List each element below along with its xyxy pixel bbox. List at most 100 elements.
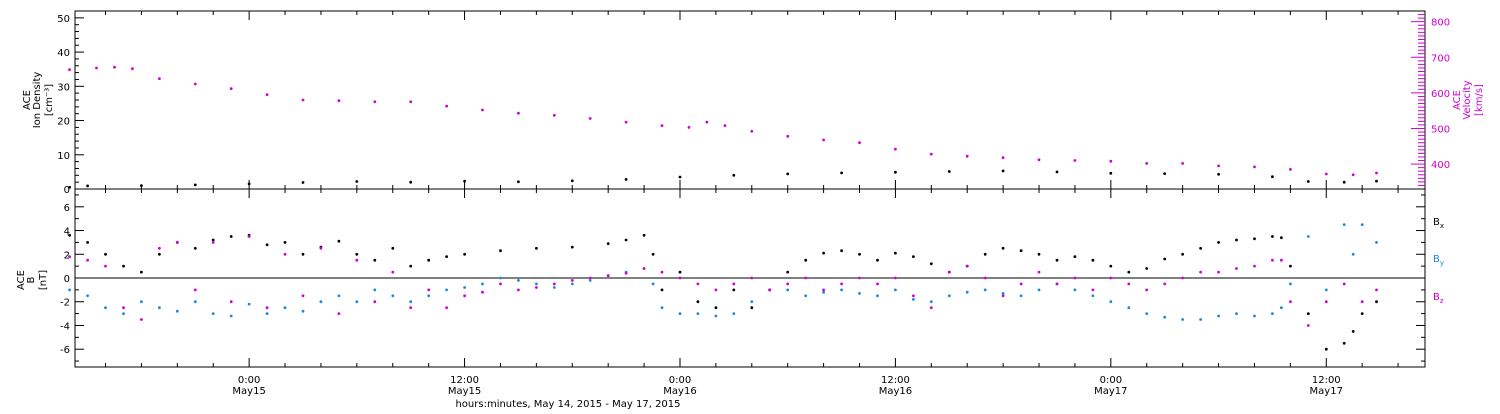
data-point-Bx	[732, 288, 736, 292]
data-point-Bz	[696, 282, 700, 286]
data-point-density	[1342, 180, 1346, 184]
data-point-velocity	[786, 134, 790, 138]
bfield-label-line3: [nT]	[38, 270, 49, 290]
data-point-Bx	[211, 238, 215, 242]
data-point-By	[822, 290, 825, 294]
x-tick-label-date: May17	[1094, 386, 1127, 397]
x-tick-label-date: May16	[879, 386, 912, 397]
data-point-Bz	[1217, 270, 1220, 274]
data-point-Bz	[104, 264, 107, 268]
data-point-Bz	[552, 282, 556, 286]
data-point-density	[301, 181, 305, 184]
data-point-velocity	[301, 98, 305, 102]
data-point-Bz	[86, 258, 89, 262]
data-point-By	[1351, 252, 1355, 256]
data-point-Bz	[1073, 276, 1077, 280]
data-point-Bz	[409, 306, 413, 310]
data-point-velocity	[1289, 168, 1292, 171]
data-point-Bz	[481, 290, 484, 294]
data-point-velocity	[822, 138, 825, 142]
data-point-velocity	[1073, 159, 1077, 162]
data-point-density	[678, 175, 682, 179]
data-point-By	[373, 288, 377, 292]
data-point-Bz	[373, 300, 377, 304]
data-point-Bz	[337, 312, 341, 315]
data-point-velocity	[517, 111, 520, 115]
data-point-By	[463, 286, 466, 289]
density-y-tick-label: 20	[57, 117, 70, 128]
data-point-By	[337, 294, 341, 298]
data-point-By	[1127, 306, 1131, 310]
data-point-By	[122, 312, 125, 315]
velocity-y-tick-label: 700	[1431, 53, 1450, 64]
data-point-velocity	[229, 87, 233, 90]
data-point-Bz	[912, 294, 915, 298]
data-point-density	[140, 184, 143, 188]
series-velocity	[68, 65, 1378, 177]
data-point-By	[1001, 292, 1005, 295]
data-point-velocity	[705, 120, 709, 124]
velocity-y-tick-label: 800	[1431, 18, 1450, 29]
data-point-By	[840, 288, 843, 292]
data-point-density	[570, 179, 574, 183]
data-point-By	[481, 282, 484, 286]
bfield-y-tick-label: -6	[60, 345, 70, 356]
data-point-velocity	[409, 100, 413, 104]
data-point-density	[517, 180, 520, 184]
bfield-label-line1: ACE	[16, 270, 27, 290]
data-point-Bx	[229, 235, 233, 238]
data-point-density	[1271, 175, 1274, 179]
data-point-Bx	[786, 270, 790, 274]
data-point-Bx	[822, 251, 825, 255]
series-density	[68, 169, 1378, 189]
data-point-Bx	[1109, 264, 1113, 268]
density-panel-frame	[74, 10, 1426, 190]
data-point-velocity	[624, 120, 628, 124]
data-point-By	[876, 294, 879, 298]
data-point-density	[409, 180, 413, 184]
data-point-density	[894, 170, 897, 174]
data-point-Bx	[373, 258, 377, 262]
data-point-By	[1091, 294, 1095, 298]
data-point-By	[804, 294, 808, 298]
density-label-line1: ACE	[22, 90, 33, 110]
data-point-By	[1289, 282, 1292, 286]
data-point-Bz	[858, 276, 861, 280]
data-point-density	[732, 173, 736, 177]
data-point-density	[1217, 172, 1220, 176]
data-point-By	[265, 312, 269, 315]
data-point-Bx	[894, 251, 897, 255]
data-point-Bx	[804, 258, 808, 262]
velocity-axis-label: ACE Velocity [km/s]	[1452, 80, 1485, 119]
data-point-By	[660, 306, 664, 310]
bfield-y-tick-label: 4	[64, 227, 70, 238]
data-point-Bz	[768, 288, 772, 292]
data-point-By	[1073, 288, 1077, 292]
data-point-density	[68, 185, 71, 189]
data-point-By	[229, 314, 233, 318]
data-point-Bx	[642, 233, 646, 237]
data-point-By	[427, 294, 431, 298]
legend: Bx By Bz	[1433, 217, 1444, 305]
data-point-Bx	[86, 241, 89, 244]
tick-labels: 0:00May1512:00May150:00May1612:00May160:…	[57, 14, 1450, 397]
data-point-By	[175, 309, 179, 313]
data-point-By	[714, 314, 718, 318]
data-point-velocity	[95, 66, 98, 70]
data-point-By	[1253, 314, 1256, 318]
data-point-density	[1375, 179, 1378, 183]
data-point-velocity	[131, 67, 134, 71]
density-y-tick-label: 10	[57, 151, 70, 162]
data-point-Bz	[1235, 267, 1238, 270]
data-point-Bx	[1181, 252, 1184, 256]
data-point-Bz	[606, 274, 610, 277]
data-point-velocity	[193, 82, 197, 86]
x-tick-label-time: 0:00	[1100, 375, 1122, 386]
data-point-Bx	[391, 246, 395, 250]
data-point-By	[158, 306, 161, 310]
data-point-Bx	[678, 270, 682, 274]
data-point-Bx	[570, 245, 574, 249]
data-point-velocity	[265, 93, 269, 97]
data-point-velocity	[68, 68, 71, 72]
